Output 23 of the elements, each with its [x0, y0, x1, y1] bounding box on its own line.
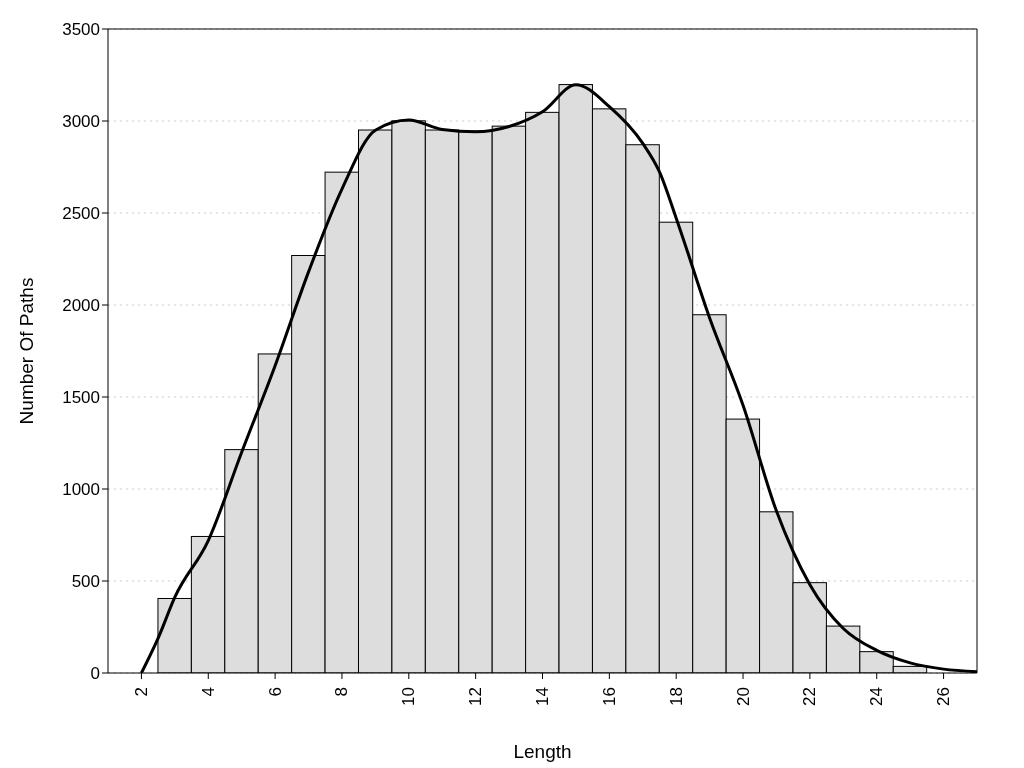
x-axis-title: Length	[513, 741, 572, 762]
y-tick-label: 2000	[62, 296, 100, 316]
y-tick-label: 3000	[62, 112, 100, 132]
y-axis-title: Number Of Paths	[15, 277, 37, 425]
x-tick-label: 8	[332, 687, 352, 697]
x-tick-label: 6	[265, 687, 285, 697]
x-tick-label: 14	[533, 687, 552, 706]
x-tick-label: 12	[466, 687, 486, 706]
y-tick-label: 2500	[62, 204, 100, 224]
x-tick-label: 22	[800, 687, 820, 706]
x-tick-label: 26	[934, 687, 954, 706]
y-tick-label: 500	[71, 572, 100, 592]
x-tick-label: 4	[198, 687, 218, 697]
y-tick-label: 0	[90, 664, 100, 684]
y-tick-label: 1500	[62, 388, 100, 408]
y-tick-label: 1000	[62, 480, 100, 500]
x-tick-label: 10	[399, 687, 419, 706]
y-tick-label: 3500	[62, 20, 100, 40]
x-tick-label: 24	[867, 687, 887, 706]
x-tick-label: 18	[666, 687, 686, 706]
x-tick-label: 20	[733, 687, 753, 706]
x-tick-label: 2	[131, 687, 151, 697]
x-tick-label: 16	[599, 687, 619, 706]
